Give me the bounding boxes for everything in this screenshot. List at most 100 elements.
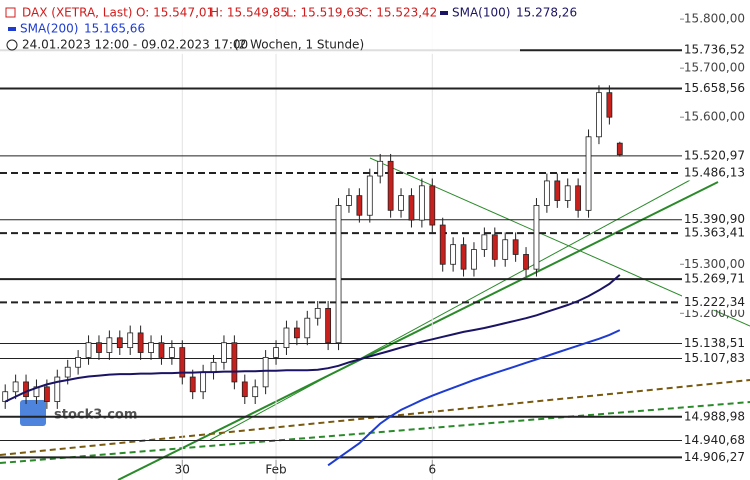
level-label: 15.736,52 [684,43,745,57]
x-tick-label: Feb [265,463,286,477]
level-label: 15.222,34 [684,295,745,309]
ohlc-label: C: 15.523,42 [360,6,437,20]
candle-body [585,136,592,211]
candle-body [116,337,123,349]
candle-body [471,249,477,270]
legend-name: SMA(200) [20,22,78,36]
candle-body [241,381,248,398]
candle-body [606,92,613,118]
y-tick-label: 15.700,00 [684,61,745,75]
legend-title: DAX (XETRA, Last) [22,6,132,20]
candle-body [554,180,561,201]
level-label-box [682,42,750,58]
x-tick-label: 30 [175,463,190,477]
candle-body [356,195,363,216]
clock-icon [6,39,18,51]
legend-name: SMA(100) [452,6,510,20]
candle-body [387,160,394,211]
candle-body [148,342,154,353]
candle-body [439,224,446,265]
trend-line [209,171,706,441]
level-label-box [682,409,750,425]
drawings: stock3.com [0,157,750,480]
y-tick-label: 15.600,00 [684,110,745,124]
level-label-box [682,80,750,96]
candle-body [533,205,540,270]
candle-body [304,317,311,339]
candle-body [408,195,415,221]
candle-body [523,254,529,270]
candle-body [366,175,373,216]
candle-body [127,332,134,349]
ohlc-label: O: 15.547,01 [136,6,214,20]
level-label: 15.658,56 [684,81,745,95]
candle-body [418,185,425,221]
level-label-box [682,294,750,310]
candle-body [96,342,102,353]
candle-body [137,332,144,353]
interval: (2 Wochen, 1 Stunde) [234,38,364,52]
trend-line [0,379,750,456]
candle-body [491,234,498,260]
candle-body [158,342,165,358]
candle-body [168,347,175,358]
sma-line [327,329,621,467]
trend-line [117,181,719,480]
watermark-logo [20,400,46,426]
candle-body [43,386,50,402]
level-label: 15.138,51 [684,336,745,350]
level-label-box [682,148,750,164]
candle-body [460,244,467,270]
level-label-box [682,271,750,287]
candle-body [262,357,269,388]
candle-body [200,371,207,393]
watermark: stock3.com [54,408,137,423]
level-label-box [682,165,750,181]
candle-body [616,142,623,156]
level-label-box [682,335,750,351]
candle-body [179,347,186,378]
candle-body [512,239,519,255]
candle-body [12,381,19,393]
candle-body [64,366,71,378]
candle-body [273,347,279,358]
legend-value: 15.165,66 [84,22,145,36]
level-label: 14.940,68 [684,433,745,447]
candle-body [231,342,238,383]
candle-body [398,195,404,211]
candle-body [75,357,82,368]
candle-body [502,239,509,260]
level-label: 15.269,71 [684,272,745,286]
sma-line [4,274,621,403]
level-label: 15.107,83 [684,351,745,365]
candle-body [325,307,332,344]
candle-body [543,180,550,206]
candle-body [210,361,217,373]
legend-value: 15.278,26 [516,6,577,20]
legend: DAX (XETRA, Last) O: 15.547,01H: 15.549,8… [0,0,577,54]
level-label: 14.988,98 [684,409,745,423]
candle-body [252,386,259,398]
ohlc-label: L: 15.519,63 [286,6,362,20]
candle-body [23,381,29,398]
trend-line [0,401,750,464]
candle-body [564,185,571,201]
y-tick-label: 15.300,00 [684,257,745,271]
level-label-box [682,449,750,465]
legend-swatch [8,27,16,31]
candle-body [293,327,300,339]
candle-body [596,92,602,138]
x-tick-label: 6 [428,463,436,477]
y-tick-label: 15.800,00 [684,12,745,26]
candle-body [335,205,342,344]
candle-body [189,376,196,393]
candle-body [450,244,457,265]
ohlc-label: H: 15.549,85 [210,6,288,20]
candle-body [54,376,61,402]
level-label: 15.486,13 [684,166,745,180]
candle-body [377,160,384,177]
legend-swatch [440,11,448,15]
level-label-box [682,432,750,448]
level-label: 15.520,97 [684,148,745,162]
